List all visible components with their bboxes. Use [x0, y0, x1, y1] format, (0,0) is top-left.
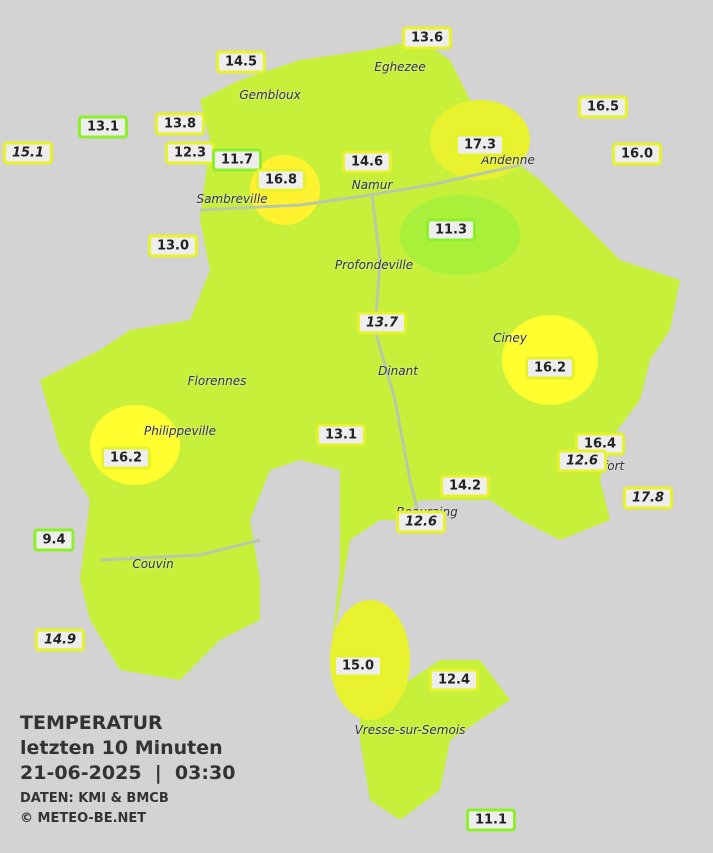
- station-value: 14.2: [439, 474, 491, 498]
- station-value: 9.4: [33, 528, 75, 552]
- station-value: 12.6: [556, 449, 608, 473]
- station-value: 16.8: [255, 168, 307, 192]
- station-value: 13.1: [315, 423, 367, 447]
- station-value: 17.8: [622, 486, 674, 510]
- station-value: 13.8: [154, 112, 206, 136]
- station-value: 15.1: [2, 141, 54, 165]
- town: Andenne: [481, 153, 535, 167]
- town: Gembloux: [239, 88, 301, 102]
- river: [99, 163, 521, 562]
- station-value: 12.3: [164, 141, 216, 165]
- town: Vresse-sur-Semois: [354, 723, 466, 737]
- station-value: 11.1: [465, 808, 517, 832]
- station-value: 12.6: [395, 510, 447, 534]
- town: Ciney: [493, 331, 527, 345]
- station-value: 12.4: [428, 668, 480, 692]
- town: Couvin: [132, 557, 174, 571]
- station-value: 14.5: [215, 50, 267, 74]
- station-value: 14.9: [34, 628, 86, 652]
- town: Sambreville: [196, 192, 268, 206]
- station-value: 13.1: [77, 115, 129, 139]
- warm-zone: [90, 405, 180, 485]
- town: Dinant: [378, 364, 418, 378]
- station-value: 14.6: [341, 150, 393, 174]
- legend-copyright: © METEO-BE.NET: [20, 811, 147, 826]
- station-value: 15.0: [332, 654, 384, 678]
- station-value: 16.0: [611, 142, 663, 166]
- town: Namur: [351, 178, 393, 192]
- town: Florennes: [187, 374, 247, 388]
- legend-title: TEMPERATUR: [20, 712, 163, 734]
- station-value: 16.2: [100, 446, 152, 470]
- station-value: 13.7: [356, 311, 408, 335]
- station-value: 11.7: [211, 148, 263, 172]
- legend-subtitle: letzten 10 Minuten: [20, 737, 223, 759]
- station-value: 11.3: [425, 218, 477, 242]
- town: Philippeville: [144, 424, 216, 438]
- legend-datetime: 21-06-2025 | 03:30: [20, 762, 236, 784]
- town: Eghezee: [374, 60, 426, 74]
- legend-source: DATEN: KMI & BMCB: [20, 791, 169, 806]
- station-value: 13.6: [401, 26, 453, 50]
- town: Profondeville: [334, 258, 414, 272]
- station-value: 13.0: [147, 234, 199, 258]
- station-value: 16.5: [577, 95, 629, 119]
- station-value: 16.2: [524, 356, 576, 380]
- station-value: 17.3: [454, 133, 506, 157]
